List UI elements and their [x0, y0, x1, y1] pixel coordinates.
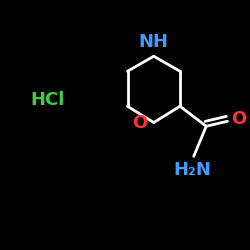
Text: NH: NH: [139, 34, 169, 52]
Text: HCl: HCl: [30, 91, 65, 109]
Text: O: O: [132, 114, 148, 132]
Text: H₂N: H₂N: [174, 161, 212, 179]
Text: O: O: [231, 110, 246, 128]
